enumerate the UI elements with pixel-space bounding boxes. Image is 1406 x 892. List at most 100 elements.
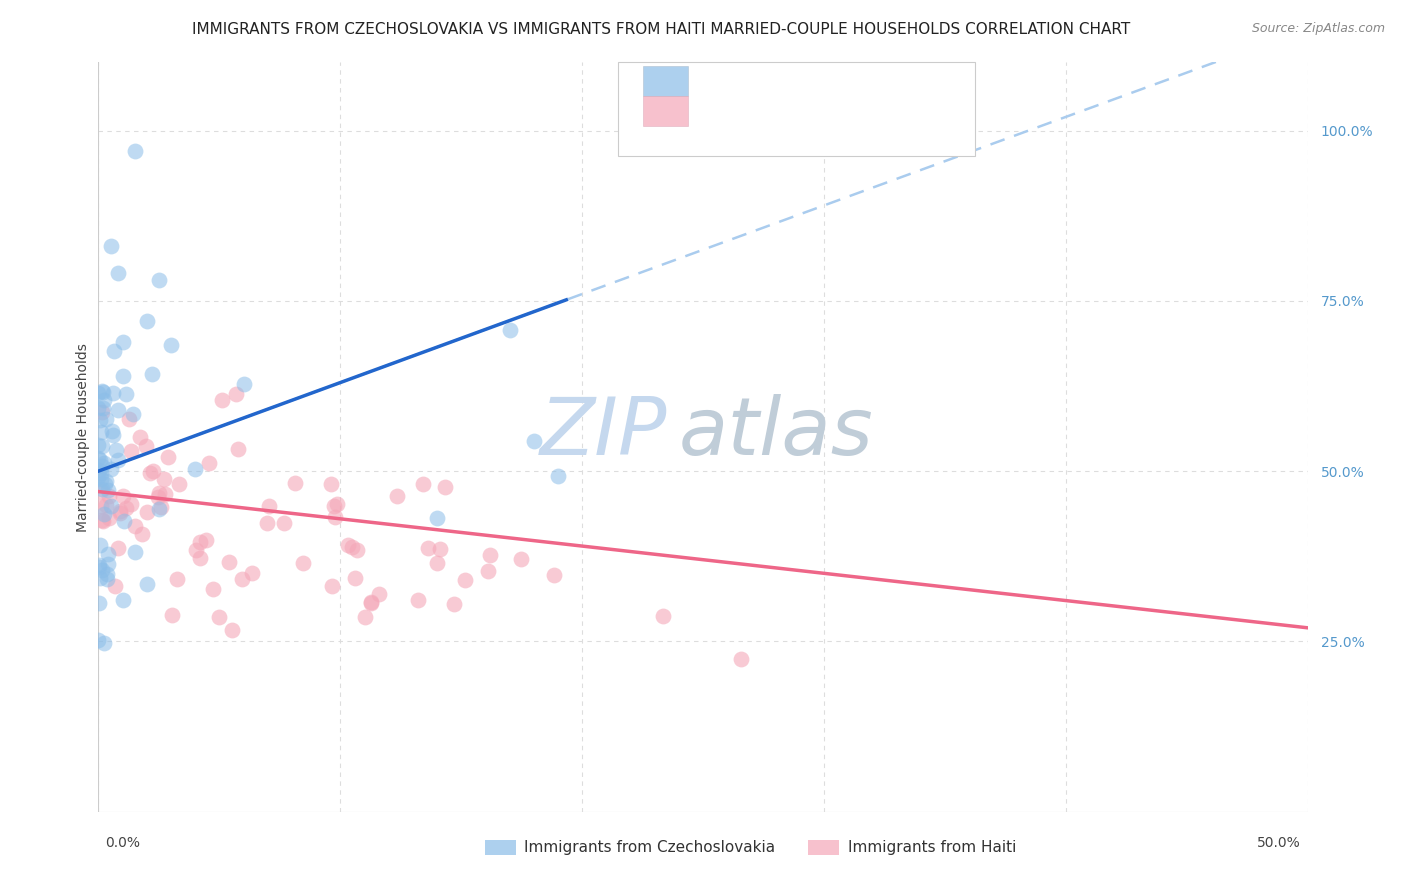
Point bbox=[87, 463, 110, 477]
Point bbox=[98, 489, 121, 503]
Point bbox=[257, 499, 280, 513]
Point bbox=[93, 507, 115, 521]
Point bbox=[523, 434, 546, 448]
Point bbox=[107, 403, 129, 417]
Point bbox=[131, 527, 153, 541]
Point bbox=[89, 558, 111, 573]
Point bbox=[354, 610, 377, 624]
Point bbox=[118, 412, 141, 426]
Point bbox=[91, 384, 114, 399]
Point bbox=[107, 266, 129, 280]
Point bbox=[346, 543, 368, 558]
Point bbox=[135, 577, 157, 591]
FancyBboxPatch shape bbox=[619, 62, 976, 156]
Point bbox=[96, 572, 118, 586]
Point bbox=[108, 506, 131, 520]
Point bbox=[367, 587, 389, 601]
Point bbox=[90, 499, 112, 513]
Point bbox=[97, 547, 120, 561]
Point bbox=[90, 466, 112, 480]
Point bbox=[509, 552, 531, 566]
Point bbox=[498, 323, 520, 337]
Point bbox=[273, 516, 295, 530]
Point bbox=[103, 344, 125, 359]
Point bbox=[122, 407, 145, 421]
Point bbox=[124, 519, 146, 533]
Point bbox=[97, 483, 120, 497]
Point bbox=[343, 572, 366, 586]
Point bbox=[93, 392, 115, 407]
Text: Immigrants from Haiti: Immigrants from Haiti bbox=[848, 840, 1017, 855]
Point bbox=[89, 413, 111, 427]
Point bbox=[97, 558, 120, 572]
Point bbox=[135, 439, 157, 453]
Point bbox=[543, 568, 565, 582]
Point bbox=[319, 476, 342, 491]
Point bbox=[425, 556, 447, 570]
Point bbox=[426, 511, 449, 525]
Point bbox=[429, 541, 451, 556]
Point bbox=[443, 598, 465, 612]
Point bbox=[256, 516, 278, 531]
Text: R =  0.198   N = 67: R = 0.198 N = 67 bbox=[707, 74, 890, 88]
Point bbox=[190, 550, 212, 565]
Point bbox=[87, 596, 110, 610]
Bar bbox=[643, 66, 689, 96]
Bar bbox=[643, 96, 689, 126]
Point bbox=[340, 540, 363, 554]
Point bbox=[91, 384, 114, 398]
Point bbox=[108, 504, 131, 518]
Point bbox=[221, 623, 243, 637]
Point bbox=[148, 501, 170, 516]
Text: 0.0%: 0.0% bbox=[105, 836, 141, 850]
Point bbox=[479, 548, 502, 562]
Point bbox=[87, 401, 110, 416]
Point bbox=[90, 425, 112, 439]
Point bbox=[107, 541, 129, 555]
Point bbox=[87, 633, 110, 648]
Point bbox=[146, 490, 169, 504]
Point bbox=[160, 608, 183, 623]
Text: R = -0.492   N = 80: R = -0.492 N = 80 bbox=[707, 103, 890, 119]
Point bbox=[232, 376, 254, 391]
Point bbox=[87, 386, 110, 401]
Point bbox=[406, 592, 429, 607]
Point bbox=[139, 466, 162, 480]
Point bbox=[100, 461, 122, 475]
Point bbox=[120, 497, 142, 511]
Point bbox=[93, 635, 115, 649]
Point bbox=[454, 574, 477, 588]
Point bbox=[218, 555, 240, 569]
Point bbox=[160, 338, 183, 352]
Text: ZIP: ZIP bbox=[540, 394, 666, 473]
Point bbox=[148, 273, 170, 287]
Point bbox=[167, 476, 190, 491]
Point bbox=[226, 442, 249, 456]
Point bbox=[89, 538, 111, 552]
Point bbox=[87, 450, 110, 465]
Point bbox=[93, 514, 115, 528]
Point bbox=[100, 239, 122, 253]
Point bbox=[336, 538, 359, 552]
Point bbox=[141, 465, 163, 479]
Point bbox=[385, 489, 408, 503]
Point bbox=[153, 472, 176, 486]
Point bbox=[326, 497, 349, 511]
Point bbox=[184, 461, 207, 475]
Text: IMMIGRANTS FROM CZECHOSLOVAKIA VS IMMIGRANTS FROM HAITI MARRIED-COUPLE HOUSEHOLD: IMMIGRANTS FROM CZECHOSLOVAKIA VS IMMIGR… bbox=[191, 22, 1130, 37]
Point bbox=[101, 386, 124, 401]
Point bbox=[148, 486, 170, 500]
Point bbox=[87, 438, 110, 452]
Point bbox=[157, 450, 180, 465]
Point bbox=[141, 367, 163, 381]
Point bbox=[111, 334, 134, 349]
Point bbox=[90, 562, 112, 576]
Point bbox=[325, 510, 347, 524]
Point bbox=[90, 472, 112, 486]
Point bbox=[412, 477, 434, 491]
Point bbox=[100, 424, 122, 438]
Point bbox=[94, 476, 117, 491]
Point bbox=[198, 456, 221, 470]
Point bbox=[124, 144, 146, 158]
Point bbox=[208, 610, 231, 624]
